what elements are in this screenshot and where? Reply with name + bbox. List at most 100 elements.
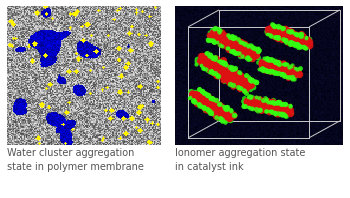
Point (270, 30, 275, 33)
Point (261, 67, 267, 70)
Point (204, 61, 210, 65)
Point (215, 37, 221, 40)
Point (195, 97, 201, 100)
Point (277, 70, 282, 73)
Point (290, 38, 296, 41)
Point (255, 97, 260, 100)
Point (238, 48, 244, 51)
Point (209, 99, 214, 102)
Point (274, 33, 280, 36)
Point (276, 103, 282, 106)
Point (196, 93, 202, 96)
Point (240, 51, 246, 54)
Point (263, 104, 268, 108)
Point (213, 106, 218, 109)
Point (275, 36, 281, 39)
Point (292, 37, 298, 40)
Point (246, 49, 252, 52)
Point (245, 43, 251, 46)
Point (243, 52, 249, 56)
Point (279, 113, 285, 116)
Point (250, 103, 255, 106)
Point (275, 31, 281, 34)
Point (257, 101, 263, 104)
Point (263, 29, 269, 32)
Point (247, 53, 253, 56)
Point (285, 70, 291, 73)
Point (227, 39, 232, 42)
Point (288, 36, 294, 39)
Point (293, 43, 298, 46)
Point (241, 43, 247, 46)
Point (205, 98, 211, 101)
Point (282, 27, 288, 30)
Point (262, 69, 268, 72)
Point (281, 103, 286, 106)
Point (286, 68, 292, 71)
Point (282, 69, 288, 73)
Point (209, 101, 214, 104)
Point (226, 79, 232, 82)
Point (278, 71, 284, 74)
Point (217, 37, 223, 41)
Point (266, 109, 272, 112)
Point (278, 108, 284, 111)
Point (219, 69, 225, 72)
Point (246, 44, 251, 47)
Point (299, 39, 304, 42)
Point (301, 42, 307, 46)
Point (220, 62, 225, 65)
Point (267, 104, 273, 108)
Point (256, 104, 261, 107)
Point (271, 105, 277, 108)
Point (282, 105, 288, 108)
Point (276, 67, 281, 70)
Point (302, 47, 308, 50)
Point (287, 73, 293, 76)
Point (265, 62, 271, 66)
Point (280, 38, 286, 41)
Point (262, 61, 268, 65)
Point (273, 104, 278, 107)
Point (265, 61, 271, 64)
Point (246, 49, 252, 52)
Point (283, 73, 288, 77)
Point (231, 38, 237, 42)
Point (237, 83, 243, 86)
Point (205, 62, 211, 65)
Point (276, 109, 282, 112)
Point (303, 42, 309, 45)
Point (204, 99, 210, 102)
Point (202, 58, 208, 61)
Point (196, 92, 202, 95)
Point (247, 82, 253, 85)
Point (270, 65, 275, 68)
Point (241, 50, 247, 53)
Point (287, 111, 293, 114)
Point (213, 35, 218, 38)
Point (215, 104, 220, 107)
Point (232, 48, 237, 51)
Point (264, 57, 270, 61)
Point (206, 39, 212, 42)
Point (249, 102, 255, 105)
Point (223, 114, 229, 117)
Point (208, 34, 213, 37)
Point (213, 108, 218, 111)
Point (211, 101, 216, 104)
Text: Ionomer aggregation state
in catalyst ink: Ionomer aggregation state in catalyst in… (175, 148, 305, 172)
Point (262, 103, 268, 106)
Point (203, 59, 208, 62)
Point (203, 103, 208, 106)
Point (301, 44, 306, 47)
Point (260, 64, 266, 67)
Point (218, 113, 224, 116)
Point (279, 73, 285, 76)
Point (291, 41, 296, 44)
Point (245, 46, 250, 49)
Point (210, 31, 216, 34)
Point (281, 69, 286, 72)
Point (266, 104, 272, 107)
Point (204, 56, 210, 59)
Point (207, 62, 213, 65)
